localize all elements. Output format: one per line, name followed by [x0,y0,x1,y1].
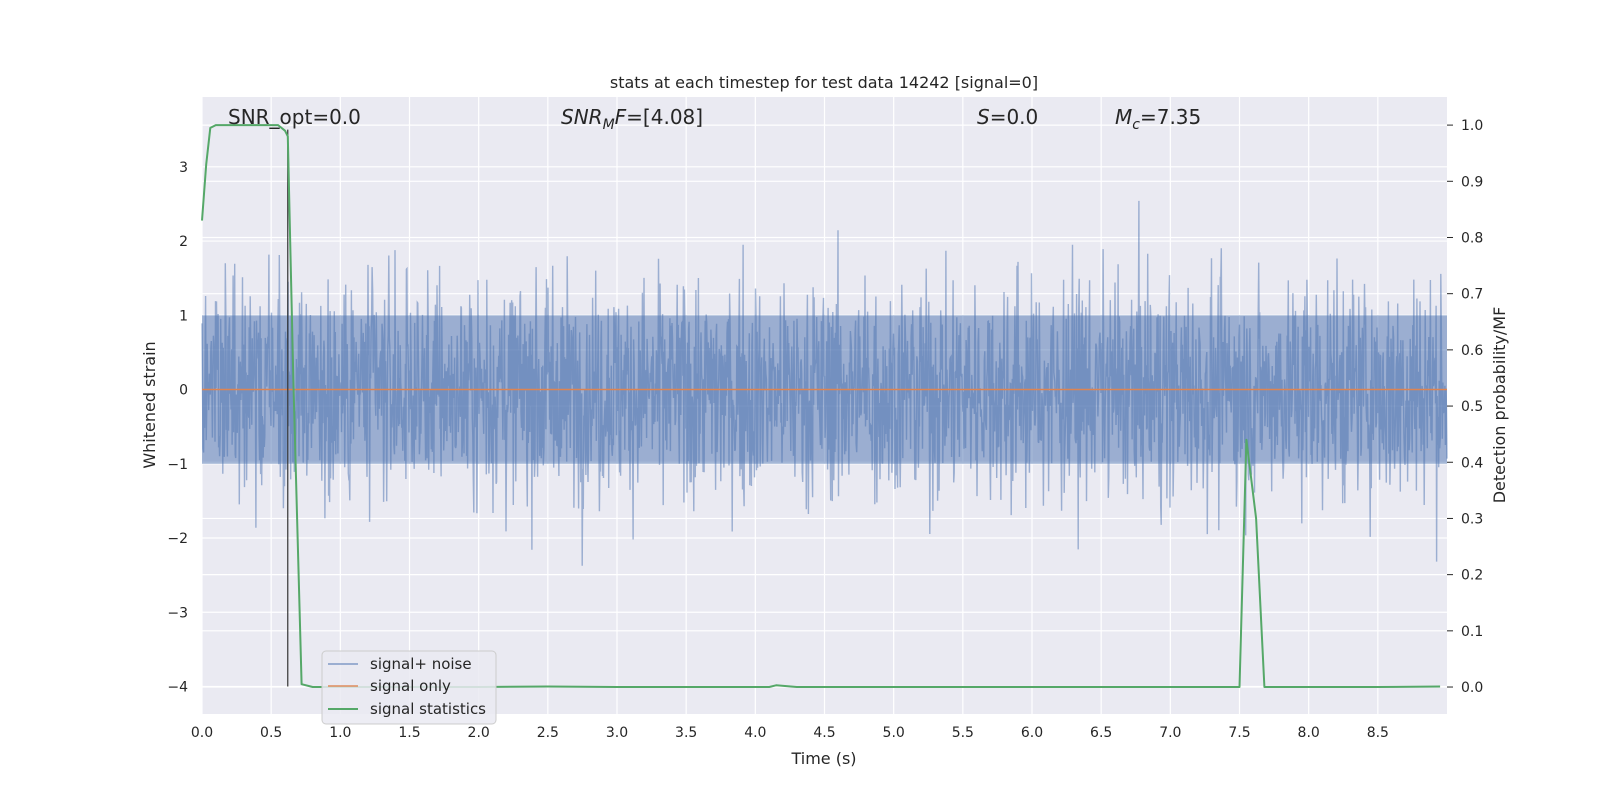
y-tick-label-right: 0.6 [1461,343,1483,359]
x-tick-label: 0.0 [191,725,213,741]
x-tick-label: 7.5 [1228,725,1250,741]
legend: signal+ noise signal only signal statist… [321,650,497,725]
y-tick-label-right: 0.1 [1461,624,1483,640]
annotation-snr-mf: SNRMF=[4.08] [561,105,703,133]
y-tick-label-right: 0.4 [1461,455,1483,471]
x-tick-label: 1.5 [398,725,420,741]
y-tick-label-right: 0.7 [1461,287,1483,303]
x-tick-label: 3.0 [606,725,628,741]
annotation-snr-opt: SNR_opt=0.0 [228,105,361,129]
legend-label-signal-statistics: signal statistics [370,700,486,718]
y-tick-labels-right: 0.0 0.1 0.2 0.3 0.4 0.5 0.6 0.7 0.8 0.9 1.0 [1461,118,1483,696]
y-tick-label-left: 1 [179,308,188,324]
x-tick-label: 5.5 [952,725,974,741]
annotation-mc: Mc=7.35 [1115,105,1201,133]
x-tick-label: 6.0 [1021,725,1043,741]
y-axis-label-right: Detection probability/MF [1490,307,1509,504]
y-tick-label-left: 2 [179,234,188,250]
annotation-s: S=0.0 [977,105,1038,129]
y-tick-label-right: 0.3 [1461,511,1483,527]
y-tick-label-right: 0.9 [1461,174,1483,190]
chart-title: stats at each timestep for test data 142… [610,73,1038,92]
x-tick-label: 1.0 [329,725,351,741]
noise-trace [201,200,1448,566]
y-axis-label-left: Whitened strain [140,341,159,468]
x-tick-label: 7.0 [1159,725,1181,741]
annotation-snr-mf-sub: M [603,117,615,133]
annotation-mc-head: M [1115,105,1132,129]
legend-label-signal-plus-noise: signal+ noise [370,655,472,673]
series-signal-statistics [201,124,1441,688]
y-tick-labels-left: −4 −3 −2 −1 0 1 2 3 [167,160,188,696]
annotation-mc-value: =7.35 [1140,105,1201,129]
x-tick-label: 4.0 [744,725,766,741]
annotation-snr-mf-f: F [615,105,627,129]
annotation-snr-mf-value: =[4.08] [626,105,703,129]
x-tick-label: 6.5 [1090,725,1112,741]
annotation-snr-mf-head: SNR [561,105,603,129]
y-tick-label-left: −3 [167,605,188,621]
x-tick-label: 8.5 [1367,725,1389,741]
y-tick-label-right: 0.2 [1461,568,1483,584]
y-tick-label-right: 0.0 [1461,680,1483,696]
signal-statistics-line [201,124,1441,688]
x-tick-label: 8.0 [1298,725,1320,741]
y-tick-label-right: 0.8 [1461,230,1483,246]
annotation-s-head: S [977,105,990,129]
x-tick-label: 2.5 [537,725,559,741]
y-tick-label-left: 0 [179,383,188,399]
y-tick-label-left: 3 [179,160,188,176]
x-axis-label: Time (s) [790,749,856,768]
annotation-s-value: =0.0 [990,105,1039,129]
legend-label-signal-only: signal only [370,677,451,695]
x-tick-label: 3.5 [675,725,697,741]
x-tick-label: 0.5 [260,725,282,741]
x-tick-label: 4.5 [813,725,835,741]
annotation-mc-sub: c [1132,117,1140,133]
x-tick-label: 5.0 [883,725,905,741]
y-tick-label-right: 1.0 [1461,118,1483,134]
x-tick-labels: 0.0 0.5 1.0 1.5 2.0 2.5 3.0 3.5 4.0 4.5 5.0 5.5 6.0 6… [191,725,1389,741]
y-tick-label-left: −4 [167,680,188,696]
legend-box [321,650,497,725]
y-tick-label-right: 0.5 [1461,399,1483,415]
x-tick-label: 2.0 [468,725,490,741]
y-tick-label-left: −2 [167,531,188,547]
y-tick-label-left: −1 [167,457,188,473]
